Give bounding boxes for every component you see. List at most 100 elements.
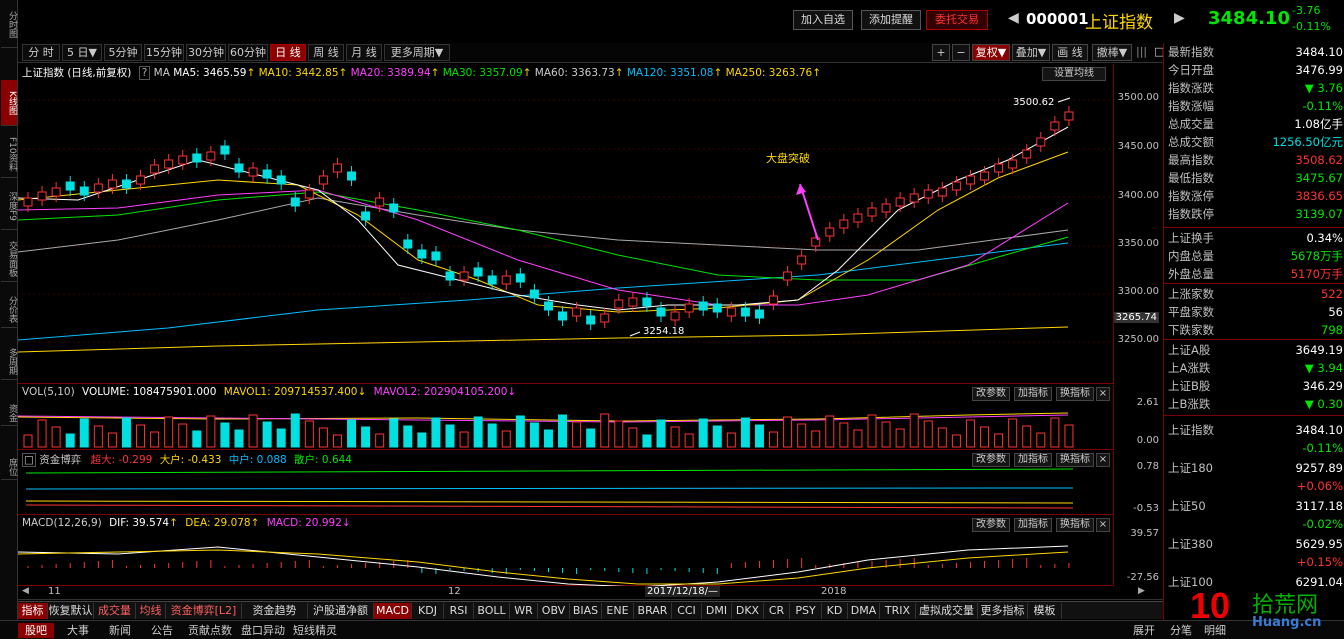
scroll-left-icon[interactable]: ◀ bbox=[22, 586, 29, 596]
tab-announcements[interactable]: 公告 bbox=[151, 624, 173, 637]
drag-handle-icon[interactable]: ||| bbox=[1136, 45, 1148, 58]
fund-icon[interactable]: □ bbox=[22, 453, 36, 467]
macd-change-params-button[interactable]: 改参数 bbox=[972, 518, 1010, 532]
tab-kline[interactable]: K线图 bbox=[1, 80, 17, 126]
period-monthly[interactable]: 月 线 bbox=[346, 44, 382, 61]
indicator-tab[interactable]: 资金趋势[L2] bbox=[242, 603, 308, 632]
indicator-tab[interactable]: KD bbox=[822, 603, 848, 619]
volume-bar bbox=[431, 417, 441, 448]
indicator-tab[interactable]: BOLL bbox=[474, 603, 510, 619]
help-icon[interactable]: ? bbox=[138, 66, 151, 80]
adjust-button[interactable]: 复权▼ bbox=[972, 44, 1010, 61]
zoom-in-button[interactable]: + bbox=[932, 44, 950, 61]
add-watchlist-button[interactable]: 加入自选 bbox=[793, 10, 853, 30]
expand-button[interactable]: 展开 bbox=[1133, 624, 1155, 637]
indicator-tab[interactable]: 模板 bbox=[1028, 603, 1062, 619]
indicator-tab[interactable]: CR bbox=[764, 603, 790, 619]
period-more[interactable]: 更多周期▼ bbox=[384, 44, 450, 61]
undo-bar-button[interactable]: 撤棒▼ bbox=[1092, 44, 1132, 61]
index-row[interactable]: 上证180 9257.89 bbox=[1164, 459, 1344, 477]
indicator-tab[interactable]: 恢复默认 bbox=[48, 603, 94, 619]
add-alert-button[interactable]: 添加提醒 bbox=[861, 10, 921, 30]
tab-multi-period[interactable]: 多周期 bbox=[1, 344, 17, 380]
index-row[interactable]: 上证指数 3484.10 bbox=[1164, 421, 1344, 439]
tab-guba[interactable]: 股吧 bbox=[18, 623, 54, 638]
period-5min[interactable]: 5分钟 bbox=[104, 44, 142, 61]
tab-ticks[interactable]: 分笔 bbox=[1170, 624, 1192, 637]
indicator-tab[interactable]: TRIX bbox=[880, 603, 916, 619]
indicator-tab[interactable]: 指标 bbox=[18, 603, 48, 619]
tab-contribution[interactable]: 贡献点数 bbox=[188, 624, 232, 637]
ma-settings-button[interactable]: 设置均线 bbox=[1042, 67, 1106, 81]
macd-close-icon[interactable]: × bbox=[1096, 518, 1110, 532]
indicator-tab[interactable]: 均线 bbox=[136, 603, 166, 619]
fund-add-indicator-button[interactable]: 加指标 bbox=[1014, 453, 1052, 467]
next-stock-icon[interactable]: ▶ bbox=[1174, 10, 1185, 26]
overlay-button[interactable]: 叠加▼ bbox=[1012, 44, 1050, 61]
draw-line-button[interactable]: 画 线 bbox=[1052, 44, 1088, 61]
zoom-out-button[interactable]: − bbox=[952, 44, 970, 61]
restore-icon[interactable]: □ bbox=[1154, 45, 1165, 58]
macd-switch-indicator-button[interactable]: 换指标 bbox=[1056, 518, 1094, 532]
period-30min[interactable]: 30分钟 bbox=[186, 44, 226, 61]
tab-events[interactable]: 大事 bbox=[67, 624, 89, 637]
scroll-right-icon[interactable]: ▶ bbox=[1138, 586, 1145, 596]
volume-panel[interactable]: VOL(5,10) VOLUME: 108475901.000 MAVOL1: … bbox=[18, 385, 1113, 450]
indicator-tab[interactable]: CCI bbox=[672, 603, 702, 619]
tab-details[interactable]: 明细 bbox=[1204, 624, 1226, 637]
indicator-tab[interactable]: 更多指标 bbox=[978, 603, 1028, 619]
period-weekly[interactable]: 周 线 bbox=[308, 44, 344, 61]
fund-change-params-button[interactable]: 改参数 bbox=[972, 453, 1010, 467]
period-5day[interactable]: 5 日▼ bbox=[62, 44, 102, 61]
indicator-tab[interactable]: MACD bbox=[374, 603, 412, 619]
macd-add-indicator-button[interactable]: 加指标 bbox=[1014, 518, 1052, 532]
tab-trade-panel[interactable]: 交易面板 bbox=[1, 236, 17, 282]
index-row[interactable]: 上证100 6291.04 bbox=[1164, 573, 1344, 591]
indicator-tab[interactable]: 沪股通净额 bbox=[308, 603, 374, 619]
indicator-tab[interactable]: BRAR bbox=[634, 603, 672, 619]
tab-anomaly[interactable]: 盘口异动 bbox=[241, 624, 285, 637]
indicator-tab[interactable]: DMA bbox=[848, 603, 880, 619]
tab-short-term[interactable]: 短线精灵 bbox=[293, 624, 337, 637]
ma5-label: MA5: 3465.59 bbox=[173, 67, 247, 79]
tab-f10[interactable]: F10资料 bbox=[1, 132, 17, 178]
vol-close-icon[interactable]: × bbox=[1096, 387, 1110, 401]
indicator-tab[interactable]: 虚拟成交量 bbox=[916, 603, 978, 619]
indicator-tab[interactable]: BIAS bbox=[570, 603, 602, 619]
vol-switch-indicator-button[interactable]: 换指标 bbox=[1056, 387, 1094, 401]
macd-panel[interactable]: MACD(12,26,9) DIF: 39.574↑ DEA: 29.078↑ … bbox=[18, 516, 1113, 586]
kline-panel[interactable]: 上证指数 (日线,前复权) ? MA MA5: 3465.59↑ MA10: 3… bbox=[18, 64, 1113, 384]
period-intraday[interactable]: 分 时 bbox=[22, 44, 60, 61]
trade-button[interactable]: 委托交易 bbox=[926, 10, 988, 30]
tab-seats[interactable]: 席位 bbox=[1, 454, 17, 480]
fund-game-panel[interactable]: □ 资金博弈 超大: -0.299 大户: -0.433 中户: 0.088 散… bbox=[18, 451, 1113, 515]
vol-add-indicator-button[interactable]: 加指标 bbox=[1014, 387, 1052, 401]
indicator-tab[interactable]: WR bbox=[510, 603, 538, 619]
tab-news[interactable]: 新闻 bbox=[109, 624, 131, 637]
index-row[interactable]: 上证50 3117.18 bbox=[1164, 497, 1344, 515]
indicator-tab[interactable]: ENE bbox=[602, 603, 634, 619]
indicator-tab[interactable]: DMI bbox=[702, 603, 732, 619]
candlestick-chart[interactable]: 3500.62 3254.18 大盘突破 bbox=[18, 80, 1113, 384]
fund-close-icon[interactable]: × bbox=[1096, 453, 1110, 467]
period-15min[interactable]: 15分钟 bbox=[144, 44, 184, 61]
fund-switch-indicator-button[interactable]: 换指标 bbox=[1056, 453, 1094, 467]
tab-price-table[interactable]: 分价表 bbox=[1, 292, 17, 328]
quote-value: 5170万手 bbox=[1290, 267, 1343, 281]
tab-depth[interactable]: 深度F9 bbox=[1, 184, 17, 230]
indicator-tab[interactable]: RSI bbox=[444, 603, 474, 619]
candle-body bbox=[51, 187, 61, 197]
indicator-tab[interactable]: OBV bbox=[538, 603, 570, 619]
tab-intraday[interactable]: 分时图 bbox=[1, 2, 17, 48]
indicator-tab[interactable]: 资金博弈[L2] bbox=[166, 603, 242, 619]
indicator-tab[interactable]: KDJ bbox=[412, 603, 444, 619]
period-60min[interactable]: 60分钟 bbox=[228, 44, 268, 61]
vol-change-params-button[interactable]: 改参数 bbox=[972, 387, 1010, 401]
indicator-tab[interactable]: 成交量 bbox=[94, 603, 136, 619]
period-daily[interactable]: 日 线 bbox=[270, 44, 306, 61]
index-row[interactable]: 上证380 5629.95 bbox=[1164, 535, 1344, 553]
indicator-tab[interactable]: PSY bbox=[790, 603, 822, 619]
tab-capital[interactable]: 资金 bbox=[1, 400, 17, 426]
prev-stock-icon[interactable]: ◀ bbox=[1008, 10, 1019, 26]
indicator-tab[interactable]: DKX bbox=[732, 603, 764, 619]
